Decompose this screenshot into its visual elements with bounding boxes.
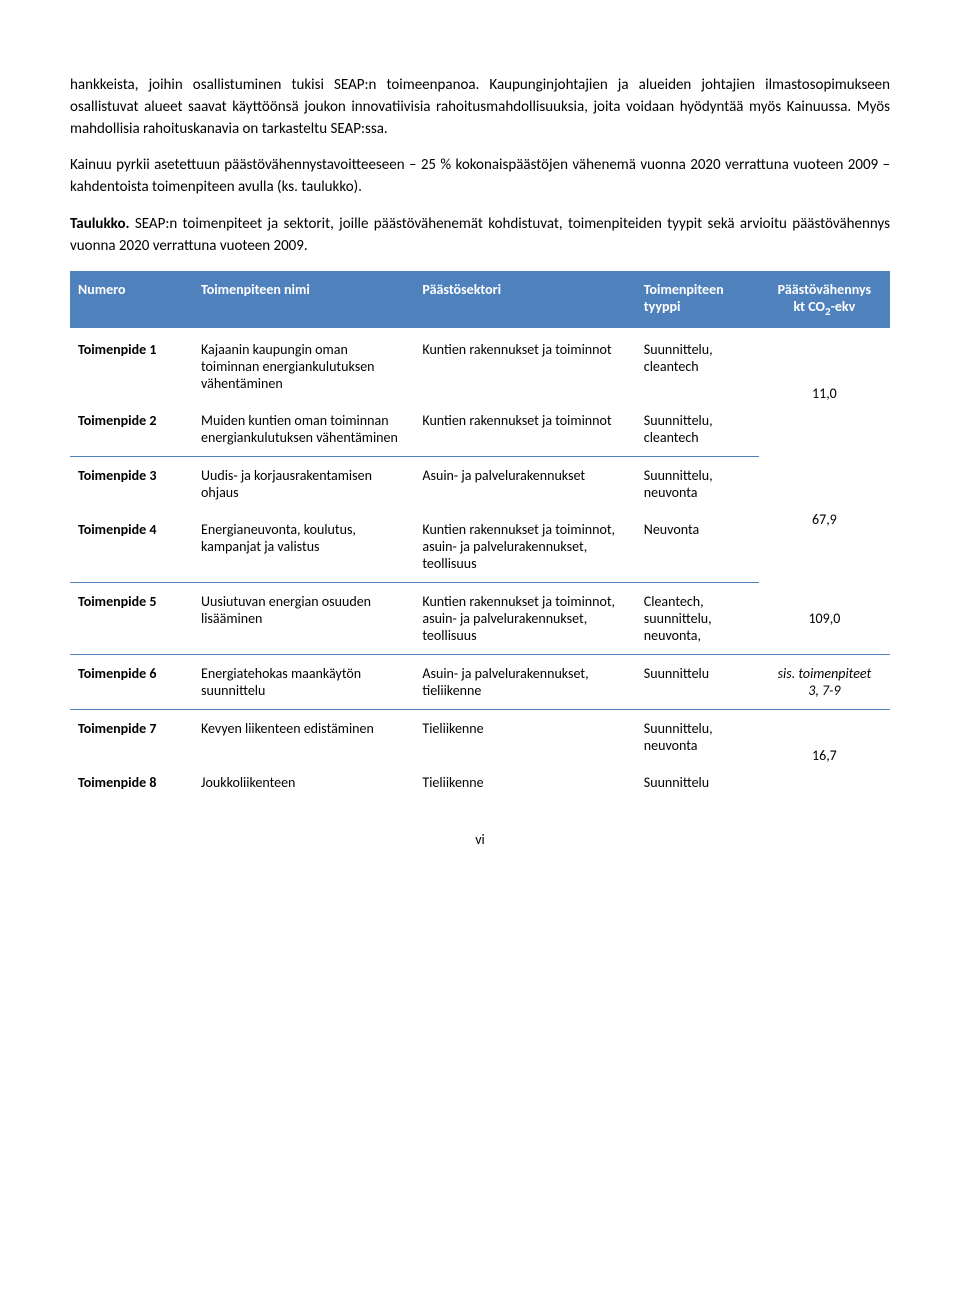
cell-name: Joukkoliikenteen [193, 764, 414, 801]
header-sector: Päästösektori [414, 271, 635, 329]
cell-name: Energiatehokas maankäytön suunnittelu [193, 655, 414, 710]
cell-name: Muiden kuntien oman toiminnan energianku… [193, 402, 414, 457]
cell-reduction: 67,9 [759, 457, 890, 583]
header-type: Toimenpiteen tyyppi [636, 271, 759, 329]
cell-type: Suunnittelu [636, 655, 759, 710]
cell-sector: Kuntien rakennukset ja toiminnot [414, 330, 635, 403]
cell-name: Kevyen liikenteen edistäminen [193, 710, 414, 765]
reduction-note-l2: 3, 7-9 [808, 682, 840, 699]
table-caption: SEAP:n toimenpiteet ja sektorit, joille … [70, 215, 890, 255]
table-label: Taulukko. [70, 215, 130, 233]
cell-name: Uusiutuvan energian osuuden lisääminen [193, 583, 414, 655]
paragraph-1: hankkeista, joihin osallistuminen tukisi… [70, 75, 890, 140]
cell-reduction: 16,7 [759, 710, 890, 802]
cell-num: Toimenpide 7 [70, 710, 193, 765]
cell-sector: Tieliikenne [414, 710, 635, 765]
measures-table: Numero Toimenpiteen nimi Päästösektori T… [70, 271, 890, 801]
cell-name: Energianeuvonta, koulutus, kampanjat ja … [193, 511, 414, 583]
paragraph-3: Taulukko. SEAP:n toimenpiteet ja sektori… [70, 214, 890, 258]
table-row: Toimenpide 1 Kajaanin kaupungin oman toi… [70, 330, 890, 403]
reduction-note-l1: sis. toimenpiteet [778, 665, 872, 682]
cell-reduction: 11,0 [759, 330, 890, 457]
cell-sector: Kuntien rakennukset ja toiminnot [414, 402, 635, 457]
cell-name: Uudis- ja korjausrakentamisen ohjaus [193, 457, 414, 512]
cell-reduction: 109,0 [759, 583, 890, 655]
header-reduction: Päästövähennys kt CO2-ekv [759, 271, 890, 329]
cell-num: Toimenpide 6 [70, 655, 193, 710]
cell-sector: Asuin- ja palvelurakennukset [414, 457, 635, 512]
cell-type: Suunnittelu, neuvonta [636, 457, 759, 512]
cell-sector: Kuntien rakennukset ja toiminnot, asuin-… [414, 583, 635, 655]
cell-sector: Kuntien rakennukset ja toiminnot, asuin-… [414, 511, 635, 583]
cell-num: Toimenpide 2 [70, 402, 193, 457]
table-row: Toimenpide 5 Uusiutuvan energian osuuden… [70, 583, 890, 655]
table-row: Toimenpide 3 Uudis- ja korjausrakentamis… [70, 457, 890, 512]
header-numero: Numero [70, 271, 193, 329]
cell-name: Kajaanin kaupungin oman toiminnan energi… [193, 330, 414, 403]
cell-num: Toimenpide 8 [70, 764, 193, 801]
paragraph-2: Kainuu pyrkii asetettuun päästövähennyst… [70, 155, 890, 199]
cell-num: Toimenpide 4 [70, 511, 193, 583]
cell-type: Cleantech, suunnittelu, neuvonta, [636, 583, 759, 655]
cell-type: Neuvonta [636, 511, 759, 583]
table-header-row: Numero Toimenpiteen nimi Päästösektori T… [70, 271, 890, 329]
cell-type: Suunnittelu, cleantech [636, 402, 759, 457]
table-row: Toimenpide 7 Kevyen liikenteen edistämin… [70, 710, 890, 765]
cell-type: Suunnittelu, cleantech [636, 330, 759, 403]
header-reduction-l3: -ekv [831, 298, 856, 315]
cell-num: Toimenpide 5 [70, 583, 193, 655]
header-reduction-l1: Päästövähennys [778, 281, 871, 298]
cell-num: Toimenpide 3 [70, 457, 193, 512]
table-row: Toimenpide 6 Energiatehokas maankäytön s… [70, 655, 890, 710]
cell-reduction: sis. toimenpiteet 3, 7-9 [759, 655, 890, 710]
header-name: Toimenpiteen nimi [193, 271, 414, 329]
cell-sector: Asuin- ja palvelurakennukset, tieliikenn… [414, 655, 635, 710]
page-number: vi [70, 831, 890, 848]
cell-num: Toimenpide 1 [70, 330, 193, 403]
cell-type: Suunnittelu, neuvonta [636, 710, 759, 765]
cell-sector: Tieliikenne [414, 764, 635, 801]
cell-type: Suunnittelu [636, 764, 759, 801]
header-reduction-l2: kt CO [794, 298, 825, 315]
